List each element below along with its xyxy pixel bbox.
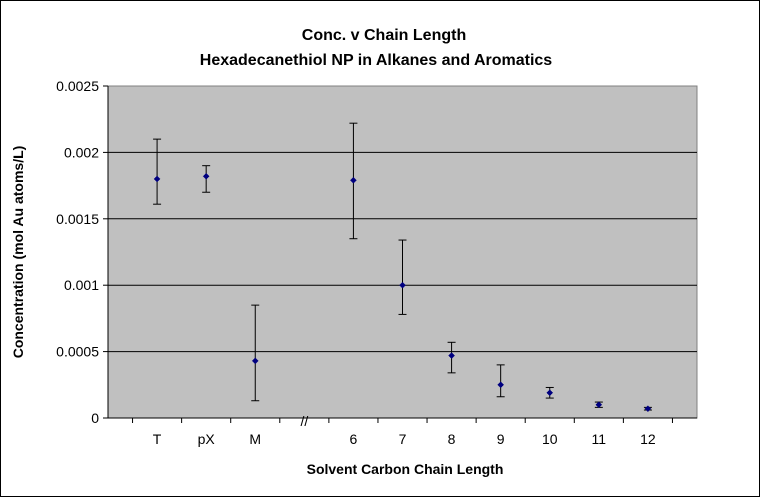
x-tick-label: T	[153, 431, 162, 447]
y-tick-label: 0	[91, 410, 99, 426]
x-tick-label: 8	[448, 431, 456, 447]
chart-subtitle: Hexadecanethiol NP in Alkanes and Aromat…	[200, 52, 553, 69]
x-tick-label: 7	[399, 431, 407, 447]
data-point	[497, 381, 505, 389]
y-tick-label: 0.0025	[56, 78, 99, 94]
x-tick-label: 11	[592, 431, 607, 447]
y-tick-label: 0.001	[64, 277, 99, 293]
x-tick-label: 6	[350, 431, 358, 447]
x-tick-label: pX	[198, 431, 216, 447]
y-axis: 0 0.0005 0.001 0.0015 0.002 0.0025	[56, 78, 109, 426]
x-tick-label: 9	[497, 431, 505, 447]
data-point	[202, 172, 210, 180]
chart-title: Conc. v Chain Length	[302, 27, 466, 44]
data-points	[153, 172, 652, 413]
data-point	[595, 401, 603, 409]
x-axis-label: Solvent Carbon Chain Length	[307, 461, 504, 477]
data-point	[251, 357, 259, 365]
data-point	[153, 175, 161, 183]
axis-break-label: //	[300, 413, 308, 429]
y-tick-label: 0.002	[64, 144, 99, 160]
y-axis-label: Concentration (mol Au atoms/L)	[10, 146, 26, 359]
x-tick-label: M	[249, 431, 261, 447]
y-tick-label: 0.0005	[56, 344, 99, 360]
x-tick-label: 12	[640, 431, 656, 447]
x-tick-label: 10	[542, 431, 558, 447]
data-point	[644, 405, 652, 413]
data-point	[399, 281, 406, 289]
y-tick-label: 0.0015	[56, 211, 99, 227]
data-point	[448, 352, 455, 359]
data-point	[546, 389, 554, 397]
data-point	[350, 176, 357, 184]
